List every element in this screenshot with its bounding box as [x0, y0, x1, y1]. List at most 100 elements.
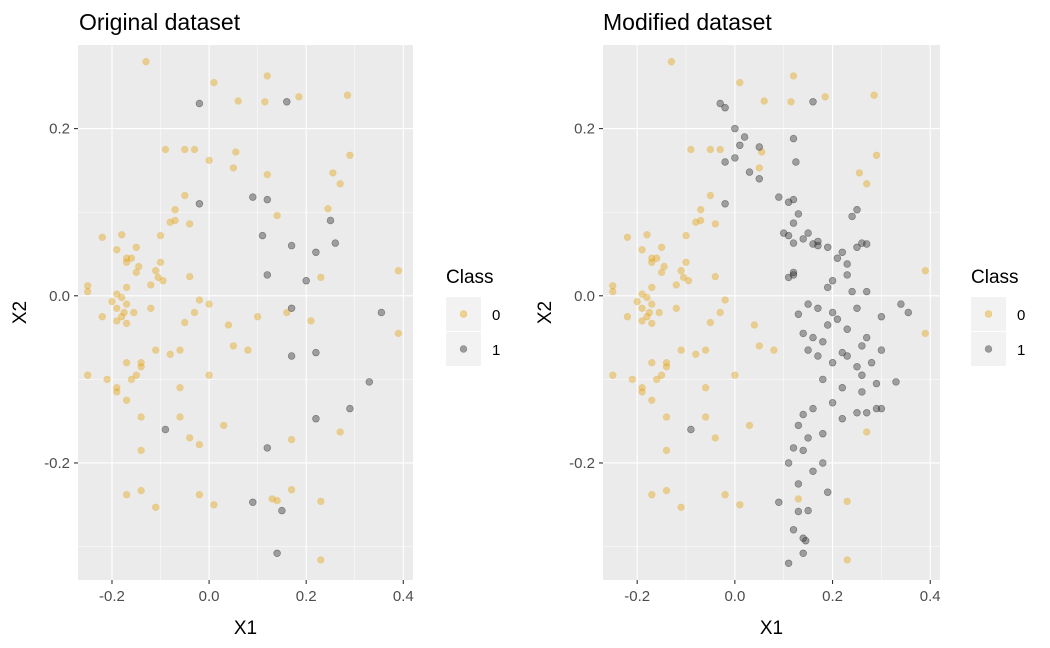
point-class-0: [324, 205, 332, 213]
point-class-1: [687, 425, 695, 434]
point-class-1: [904, 308, 912, 317]
point-class-1: [838, 384, 846, 392]
point-class-0: [186, 220, 194, 228]
point-class-1: [819, 338, 827, 346]
legend-key: [971, 297, 1006, 331]
point-class-0: [287, 435, 296, 444]
point-class-1: [794, 310, 803, 318]
point-class-0: [154, 273, 162, 282]
point-class-1: [858, 342, 866, 350]
point-class-0: [789, 72, 798, 80]
point-class-0: [210, 501, 218, 509]
y-tick-label: 0.0: [574, 288, 595, 305]
point-class-0: [117, 293, 126, 302]
point-class-1: [799, 329, 807, 338]
point-class-0: [731, 371, 739, 379]
point-class-0: [687, 145, 695, 154]
point-class-1: [195, 99, 204, 108]
point-class-1: [263, 271, 271, 279]
point-class-0: [229, 342, 238, 350]
point-class-0: [166, 218, 174, 226]
point-class-0: [307, 317, 315, 325]
point-class-1: [312, 348, 320, 357]
point-class-0: [132, 243, 141, 252]
point-class-1: [814, 352, 822, 360]
point-class-1: [877, 404, 886, 413]
point-class-0: [662, 413, 671, 421]
point-class-1: [858, 371, 866, 379]
point-class-1: [809, 467, 817, 475]
point-class-0: [295, 93, 303, 101]
point-class-0: [343, 91, 352, 99]
point-class-0: [843, 556, 851, 564]
point-class-0: [273, 211, 281, 220]
point-class-1: [823, 283, 832, 292]
point-class-0: [156, 258, 165, 266]
point-class-1: [819, 459, 827, 467]
y-tick-label: -0.2: [569, 455, 595, 472]
point-class-0: [171, 216, 179, 225]
point-class-0: [152, 346, 160, 354]
legend-title: Class: [971, 267, 1019, 288]
point-class-0: [336, 180, 344, 188]
point-class-0: [287, 486, 296, 494]
point-class-1: [804, 229, 812, 237]
point-class-0: [736, 78, 744, 87]
point-class-0: [122, 396, 131, 404]
point-class-0: [755, 164, 763, 172]
point-class-0: [108, 297, 116, 306]
point-class-1: [789, 526, 798, 534]
point-class-0: [623, 233, 632, 242]
point-class-0: [98, 233, 107, 242]
point-class-0: [394, 267, 403, 275]
point-class-0: [220, 421, 228, 430]
point-class-0: [755, 342, 763, 350]
point-class-0: [652, 254, 661, 262]
legend-key-point: [459, 345, 468, 353]
legend-key: [446, 297, 481, 331]
point-class-0: [205, 371, 213, 379]
point-class-0: [648, 396, 656, 404]
point-class-0: [122, 359, 131, 367]
point-class-0: [872, 151, 881, 160]
point-class-0: [159, 277, 167, 285]
point-class-0: [176, 413, 184, 421]
point-class-1: [828, 308, 837, 317]
point-class-1: [263, 444, 271, 452]
point-class-0: [113, 246, 121, 254]
legend-key-point: [984, 345, 993, 353]
point-class-0: [176, 346, 184, 354]
point-class-0: [137, 446, 145, 455]
point-class-0: [176, 384, 184, 392]
point-class-1: [273, 549, 281, 557]
point-class-0: [113, 384, 121, 392]
legend-label: 1: [1017, 342, 1025, 359]
point-class-0: [205, 300, 213, 308]
point-class-1: [858, 388, 866, 396]
point-class-1: [867, 359, 876, 367]
y-tick-label: 0.0: [49, 288, 70, 305]
point-class-0: [862, 428, 871, 436]
point-class-1: [814, 241, 822, 250]
point-class-0: [672, 281, 680, 289]
point-class-0: [662, 363, 671, 371]
x-tick-label: 0.0: [724, 588, 745, 605]
point-class-0: [83, 287, 92, 296]
point-class-1: [838, 248, 846, 257]
point-class-1: [833, 315, 842, 323]
y-axis-title: X2: [10, 301, 31, 324]
point-class-1: [823, 321, 832, 329]
point-class-1: [819, 430, 827, 438]
point-class-1: [823, 243, 832, 252]
point-class-0: [921, 267, 929, 275]
point-class-0: [750, 321, 759, 329]
point-class-0: [132, 371, 141, 379]
point-class-0: [677, 267, 685, 275]
point-class-0: [263, 72, 271, 80]
point-class-0: [721, 491, 729, 499]
point-class-1: [249, 193, 257, 201]
point-class-0: [190, 308, 199, 317]
point-class-0: [181, 191, 189, 200]
point-class-0: [711, 272, 719, 281]
